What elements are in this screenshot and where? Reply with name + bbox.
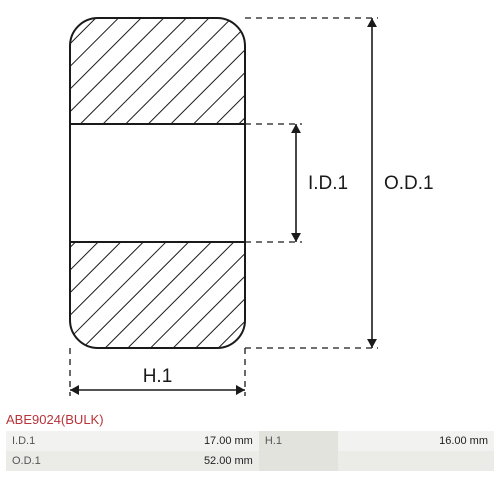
- part-number: ABE9024(BULK): [6, 412, 500, 427]
- spec-value: [338, 451, 494, 471]
- svg-text:H.1: H.1: [143, 366, 173, 387]
- spec-label: H.1: [259, 431, 338, 451]
- spec-table: I.D.1 17.00 mm H.1 16.00 mm O.D.1 52.00 m…: [6, 431, 494, 471]
- spec-value: 52.00 mm: [103, 451, 259, 471]
- spec-value: 17.00 mm: [103, 431, 259, 451]
- spec-label: I.D.1: [6, 431, 103, 451]
- spec-label: [259, 451, 338, 471]
- spec-label: O.D.1: [6, 451, 103, 471]
- spec-value: 16.00 mm: [338, 431, 494, 451]
- bearing-diagram: O.D.1 I.D.1 H.1: [0, 0, 500, 410]
- svg-text:I.D.1: I.D.1: [308, 173, 348, 194]
- svg-text:O.D.1: O.D.1: [384, 173, 434, 194]
